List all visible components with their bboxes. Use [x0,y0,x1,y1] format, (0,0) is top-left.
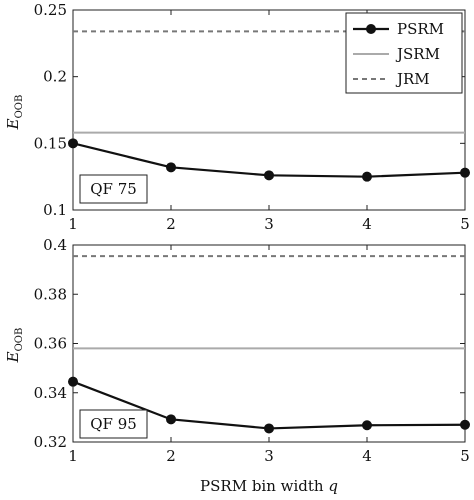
series-psrm-point [264,423,274,434]
series-psrm-point [460,167,470,178]
y-tick-label: 0.25 [34,1,67,19]
series-psrm-point [460,419,470,430]
y-axis-label-subscript: OOB [14,95,25,119]
series-psrm-point [68,138,78,149]
x-tick-label: 1 [68,215,78,233]
series-psrm-point [166,162,176,173]
qf-annotation-box [79,174,148,204]
series-psrm-point [362,420,372,431]
x-axis-label: PSRM bin width q [200,477,338,495]
x-tick-label: 4 [362,447,372,465]
legend-psrm-swatch-marker [366,24,376,34]
y-tick-label: 0.34 [34,384,67,402]
x-axis-label-variable: q [328,477,338,495]
series-psrm-point [166,414,176,425]
y-tick-label: 0.15 [34,134,67,152]
x-axis-label-main: PSRM bin width [200,477,328,495]
y-axis-label-main: E [4,118,22,130]
y-axis-label-main: E [4,351,22,363]
y-axis-label: EOOB [4,328,25,364]
x-tick-label: 5 [460,447,470,465]
x-tick-label: 3 [264,215,274,233]
x-tick-label: 1 [68,447,78,465]
legend-label-jrm: JRM [395,70,430,88]
bottom-panel-qf95: 0.32 0.34 0.36 0.38 0.4 1 2 3 4 5 EOOB QF 95 PSRM bi… [4,236,470,495]
legend-label-jsrm: JSRM [395,45,440,63]
x-tick-label: 4 [362,215,372,233]
y-axis-label-subscript: OOB [14,328,25,352]
x-tick-label: 3 [264,447,274,465]
series-psrm-point [362,171,372,182]
qf-annotation-box [79,409,148,439]
y-tick-label: 0.38 [34,285,67,303]
y-tick-label: 0.32 [34,433,67,451]
x-tick-label: 2 [166,215,176,233]
qf-annotation-label: QF 95 [90,415,137,433]
y-tick-label: 0.36 [34,335,67,353]
qf-annotation-label: QF 75 [90,180,137,198]
x-tick-label: 2 [166,447,176,465]
series-psrm-point [68,376,78,387]
x-tick-label: 5 [460,215,470,233]
y-tick-label: 0.1 [43,201,67,219]
y-tick-label: 0.2 [43,68,67,86]
top-panel-qf75: 0.1 0.15 0.2 0.25 1 2 3 4 5 EOOB QF 75 PSRM JSRM JRM [4,1,470,233]
legend-label-psrm: PSRM [397,20,444,38]
y-axis-label: EOOB [4,95,25,131]
series-psrm-point [264,170,274,181]
y-tick-label: 0.4 [43,236,67,254]
